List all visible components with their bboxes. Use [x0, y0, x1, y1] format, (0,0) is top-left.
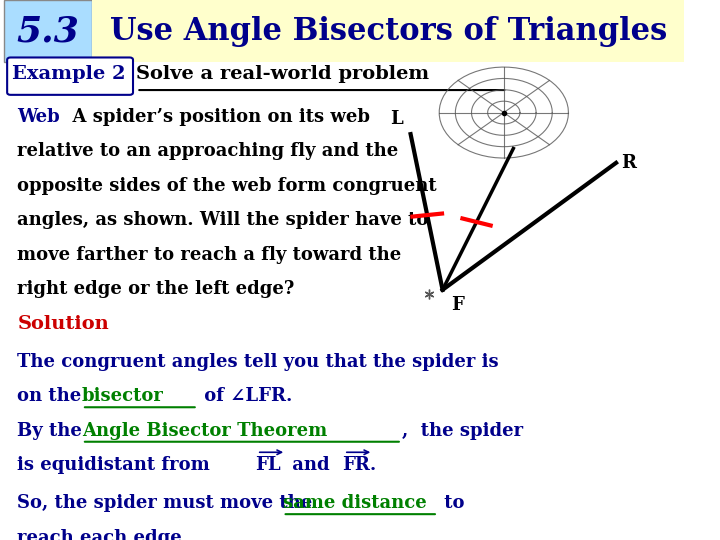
- Text: angles, as shown. Will the spider have to: angles, as shown. Will the spider have t…: [17, 211, 428, 230]
- Text: opposite sides of the web form congruent: opposite sides of the web form congruent: [17, 177, 437, 195]
- Text: reach each edge.: reach each edge.: [17, 529, 189, 540]
- Text: 5.3: 5.3: [17, 14, 79, 48]
- Text: relative to an approaching fly and the: relative to an approaching fly and the: [17, 142, 399, 160]
- Text: right edge or the left edge?: right edge or the left edge?: [17, 280, 294, 298]
- Text: A spider’s position on its web: A spider’s position on its web: [60, 108, 369, 126]
- FancyBboxPatch shape: [7, 57, 133, 95]
- Text: same distance: same distance: [283, 494, 426, 512]
- Text: Use Angle Bisectors of Triangles: Use Angle Bisectors of Triangles: [109, 16, 667, 46]
- Text: bisector: bisector: [82, 387, 164, 405]
- Text: is equidistant from: is equidistant from: [17, 456, 216, 474]
- Text: Angle Bisector Theorem: Angle Bisector Theorem: [82, 422, 327, 440]
- Text: L: L: [390, 110, 402, 129]
- Text: F: F: [451, 295, 464, 314]
- Text: on the: on the: [17, 387, 88, 405]
- Text: By the: By the: [17, 422, 89, 440]
- Text: and: and: [286, 456, 336, 474]
- Text: to: to: [438, 494, 464, 512]
- Text: Web: Web: [17, 108, 60, 126]
- FancyBboxPatch shape: [92, 0, 684, 62]
- Text: ,  the spider: , the spider: [402, 422, 523, 440]
- Text: The congruent angles tell you that the spider is: The congruent angles tell you that the s…: [17, 353, 499, 370]
- Text: R: R: [621, 154, 636, 172]
- Text: So, the spider must move the: So, the spider must move the: [17, 494, 319, 512]
- Text: Solution: Solution: [17, 315, 109, 333]
- Text: FL: FL: [256, 456, 281, 474]
- Text: Example 2: Example 2: [12, 65, 125, 83]
- Text: FR.: FR.: [343, 456, 377, 474]
- Text: of ∠LFR.: of ∠LFR.: [198, 387, 292, 405]
- Text: move farther to reach a fly toward the: move farther to reach a fly toward the: [17, 246, 402, 264]
- FancyBboxPatch shape: [4, 0, 92, 62]
- Text: Solve a real-world problem: Solve a real-world problem: [136, 65, 430, 83]
